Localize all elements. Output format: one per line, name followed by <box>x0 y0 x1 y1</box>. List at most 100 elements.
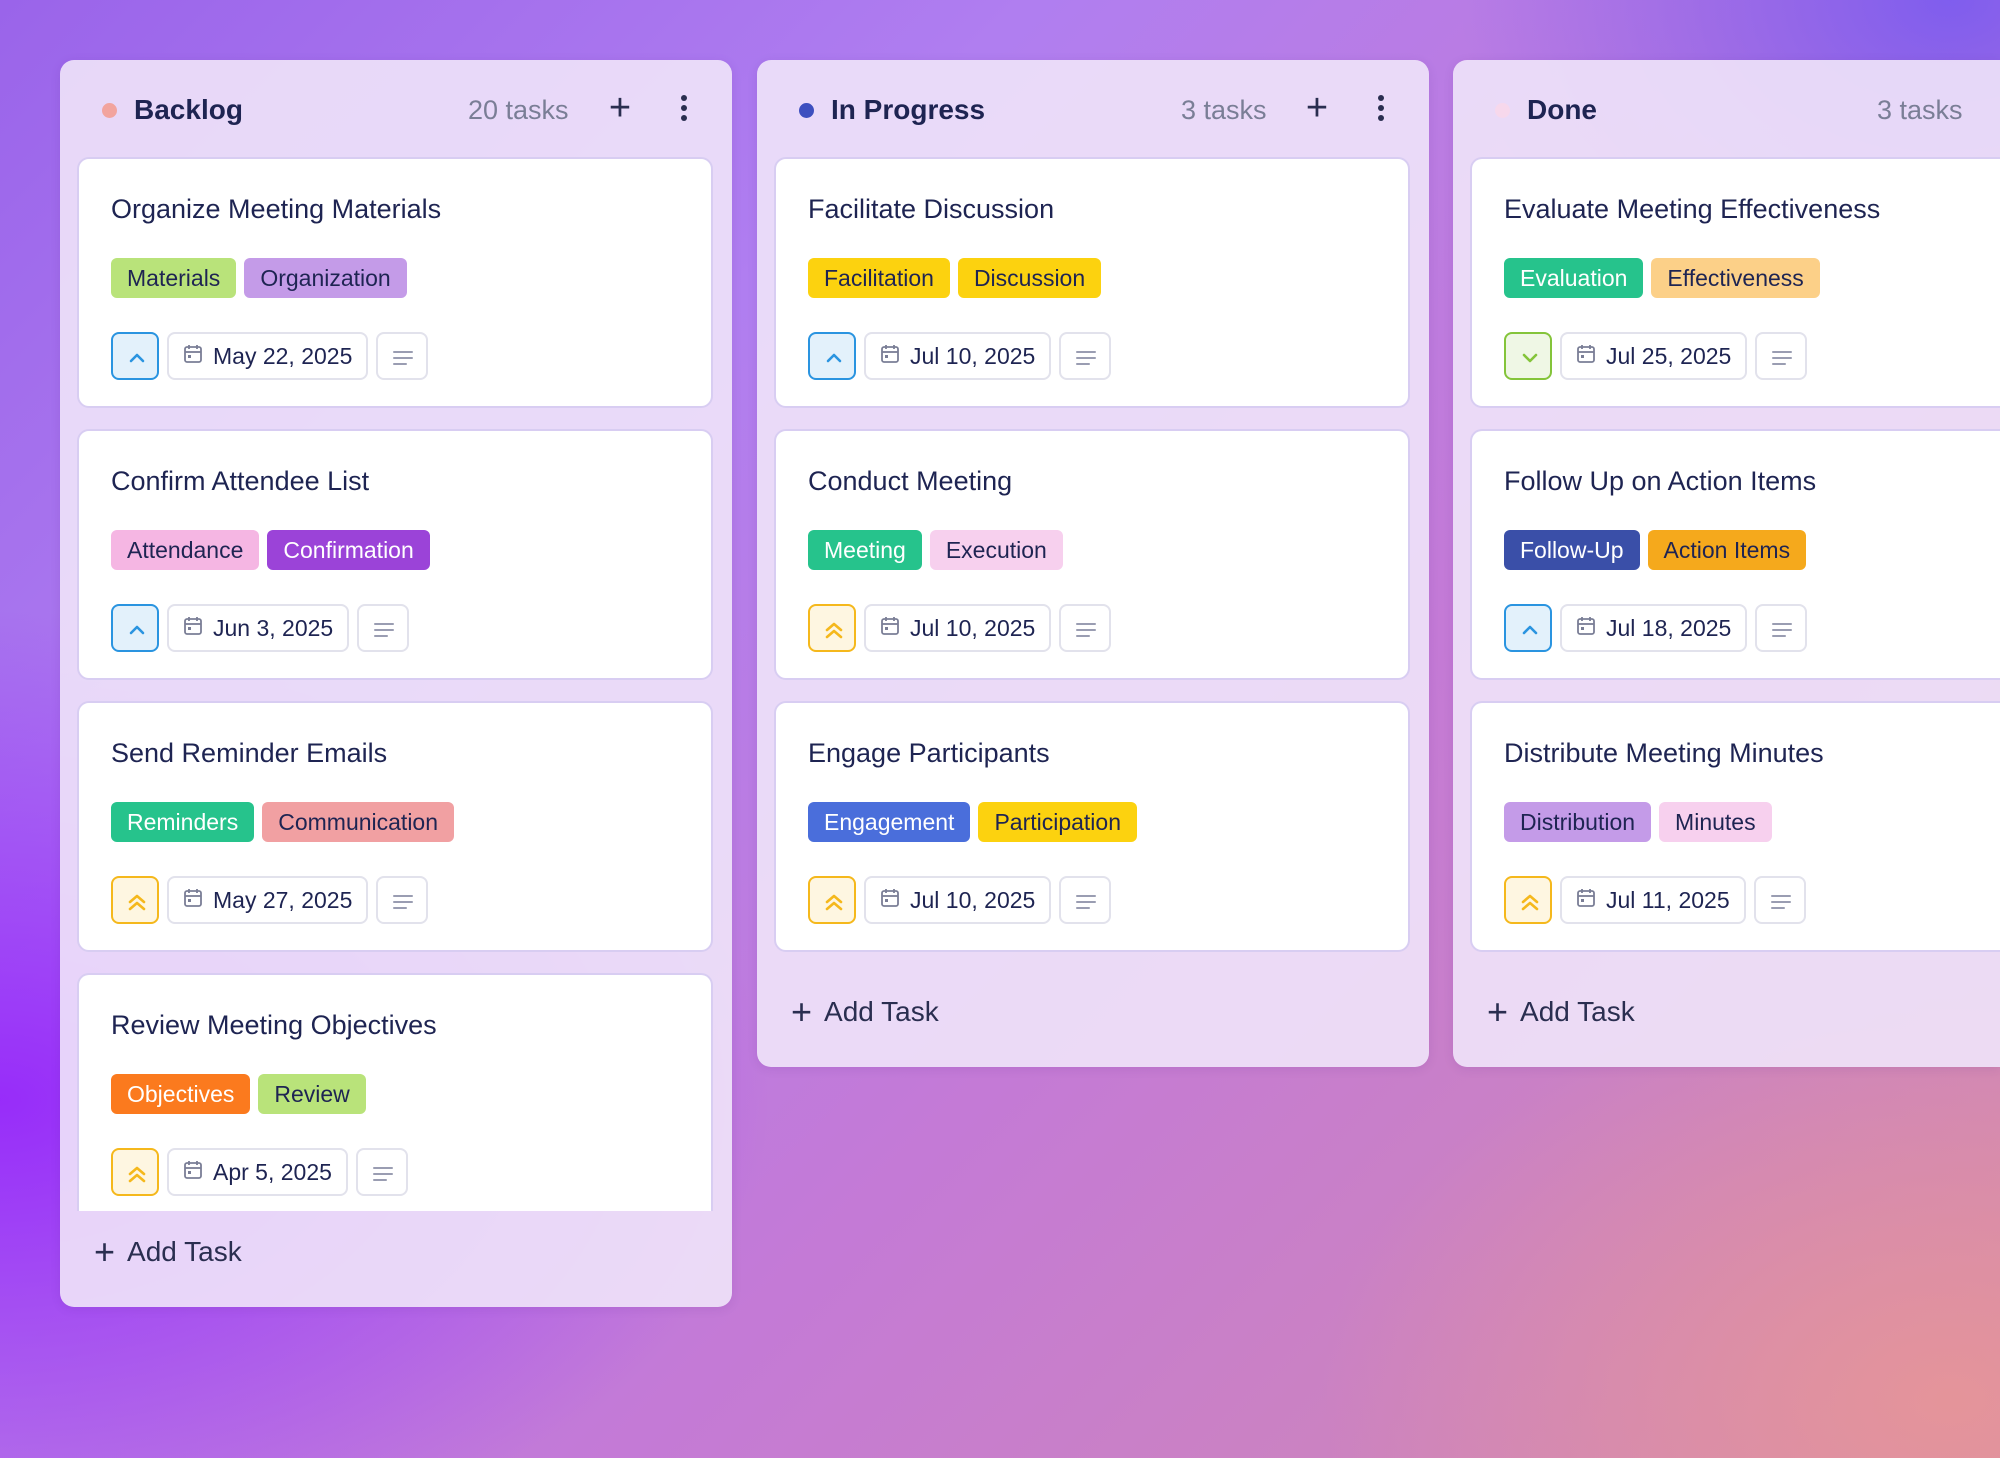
task-title: Evaluate Meeting Effectiveness <box>1504 194 1881 224</box>
more-options-icon[interactable] <box>674 88 694 128</box>
description-icon[interactable] <box>355 1148 408 1196</box>
tag[interactable]: Discussion <box>957 258 1102 298</box>
description-icon[interactable] <box>357 604 410 652</box>
task-card[interactable]: Send Reminder Emails Reminders Communica… <box>77 701 713 952</box>
due-date-button[interactable]: Jul 10, 2025 <box>864 876 1052 924</box>
calendar-icon <box>183 887 203 913</box>
chevron-up-icon[interactable] <box>808 332 856 380</box>
tag[interactable]: Attendance <box>111 530 260 570</box>
description-icon[interactable] <box>1755 604 1808 652</box>
tag[interactable]: Reminders <box>111 802 255 842</box>
task-meta: Jul 10, 2025 <box>808 604 1112 652</box>
task-title: Conduct Meeting <box>808 466 1013 496</box>
description-icon[interactable] <box>1755 332 1808 380</box>
task-card[interactable]: Confirm Attendee List Attendance Confirm… <box>77 429 713 680</box>
description-icon[interactable] <box>1059 604 1112 652</box>
due-date: Jul 11, 2025 <box>1606 886 1730 913</box>
task-card[interactable]: Evaluate Meeting Effectiveness Evaluatio… <box>1470 157 2000 408</box>
add-task-icon[interactable]: + <box>1305 87 1329 129</box>
task-meta: May 22, 2025 <box>111 332 429 380</box>
column-task-count: 3 tasks <box>1181 95 1267 125</box>
task-meta: Jul 25, 2025 <box>1504 332 1808 380</box>
tag[interactable]: Action Items <box>1647 530 1807 570</box>
due-date-button[interactable]: Jun 3, 2025 <box>167 604 350 652</box>
calendar-icon <box>880 343 900 369</box>
task-title: Review Meeting Objectives <box>111 1010 437 1040</box>
tag[interactable]: Effectiveness <box>1651 258 1820 298</box>
chevron-up-icon[interactable] <box>111 332 159 380</box>
calendar-icon <box>183 1159 203 1185</box>
task-card[interactable]: Facilitate Discussion Facilitation Discu… <box>774 157 1410 408</box>
add-task-button[interactable]: + Add Task <box>1487 988 1635 1036</box>
column-header: Done 3 tasks <box>1453 60 2000 156</box>
due-date: Jul 10, 2025 <box>910 342 1036 369</box>
double-chevron-up-icon[interactable] <box>1504 876 1552 924</box>
description-icon[interactable] <box>1059 876 1112 924</box>
tag[interactable]: Evaluation <box>1504 258 1644 298</box>
description-icon[interactable] <box>1753 876 1806 924</box>
add-task-button[interactable]: + Add Task <box>791 988 939 1036</box>
double-chevron-up-icon[interactable] <box>808 876 856 924</box>
due-date-button[interactable]: Jul 10, 2025 <box>864 332 1052 380</box>
task-title: Engage Participants <box>808 738 1050 768</box>
tag-list: Materials Organization <box>111 258 407 298</box>
calendar-icon <box>880 887 900 913</box>
due-date-button[interactable]: May 22, 2025 <box>167 332 369 380</box>
add-task-label: Add Task <box>1520 996 1635 1027</box>
due-date-button[interactable]: Jul 10, 2025 <box>864 604 1052 652</box>
chevron-up-icon[interactable] <box>1504 604 1552 652</box>
tag[interactable]: Confirmation <box>267 530 430 570</box>
tag[interactable]: Participation <box>978 802 1138 842</box>
column-status-dot <box>799 103 814 118</box>
column-header: Backlog 20 tasks + <box>60 60 732 156</box>
description-icon[interactable] <box>376 332 429 380</box>
task-card[interactable]: Distribute Meeting Minutes Distribution … <box>1470 701 2000 952</box>
task-title: Send Reminder Emails <box>111 738 388 768</box>
tag[interactable]: Organization <box>244 258 407 298</box>
task-card[interactable]: Organize Meeting Materials Materials Org… <box>77 157 713 408</box>
task-card[interactable]: Conduct Meeting Meeting Execution Jul 10… <box>774 429 1410 680</box>
description-icon[interactable] <box>1059 332 1112 380</box>
due-date-button[interactable]: Jul 18, 2025 <box>1560 604 1748 652</box>
tag[interactable]: Meeting <box>808 530 922 570</box>
tag[interactable]: Materials <box>111 258 237 298</box>
column-title: Done <box>1527 94 1597 125</box>
tag[interactable]: Review <box>258 1074 366 1114</box>
more-options-icon[interactable] <box>1371 88 1391 128</box>
due-date-button[interactable]: Jul 11, 2025 <box>1560 876 1746 924</box>
column-task-count: 3 tasks <box>1877 95 1963 125</box>
add-task-button[interactable]: + Add Task <box>94 1228 242 1276</box>
add-task-label: Add Task <box>127 1236 242 1267</box>
description-icon[interactable] <box>376 876 429 924</box>
double-chevron-up-icon[interactable] <box>111 1148 159 1196</box>
column-backlog: Backlog 20 tasks + Organize Meeting Mate… <box>60 60 732 1307</box>
task-card[interactable]: Follow Up on Action Items Follow-Up Acti… <box>1470 429 2000 680</box>
tag[interactable]: Communication <box>262 802 455 842</box>
tag[interactable]: Minutes <box>1659 802 1772 842</box>
double-chevron-up-icon[interactable] <box>111 876 159 924</box>
tag[interactable]: Facilitation <box>808 258 950 298</box>
due-date-button[interactable]: Apr 5, 2025 <box>167 1148 348 1196</box>
due-date-button[interactable]: Jul 25, 2025 <box>1560 332 1748 380</box>
column-status-dot <box>1495 103 1510 118</box>
chevron-down-icon[interactable] <box>1504 332 1552 380</box>
due-date-button[interactable]: May 27, 2025 <box>167 876 369 924</box>
task-meta: Jun 3, 2025 <box>111 604 410 652</box>
column-done: Done 3 tasks Evaluate Meeting Effectiven… <box>1453 60 2000 1067</box>
add-task-icon[interactable]: + <box>608 87 632 129</box>
due-date: May 27, 2025 <box>213 886 353 913</box>
double-chevron-up-icon[interactable] <box>808 604 856 652</box>
chevron-up-icon[interactable] <box>111 604 159 652</box>
tag[interactable]: Distribution <box>1504 802 1652 842</box>
tag[interactable]: Objectives <box>111 1074 251 1114</box>
task-meta: Jul 10, 2025 <box>808 332 1112 380</box>
tag[interactable]: Follow-Up <box>1504 530 1640 570</box>
task-title: Confirm Attendee List <box>111 466 370 496</box>
task-title: Distribute Meeting Minutes <box>1504 738 1824 768</box>
task-meta: Apr 5, 2025 <box>111 1148 408 1196</box>
tag[interactable]: Engagement <box>808 802 971 842</box>
task-card[interactable]: Engage Participants Engagement Participa… <box>774 701 1410 952</box>
tag[interactable]: Execution <box>929 530 1063 570</box>
task-card[interactable]: Review Meeting Objectives Objectives Rev… <box>77 973 713 1211</box>
